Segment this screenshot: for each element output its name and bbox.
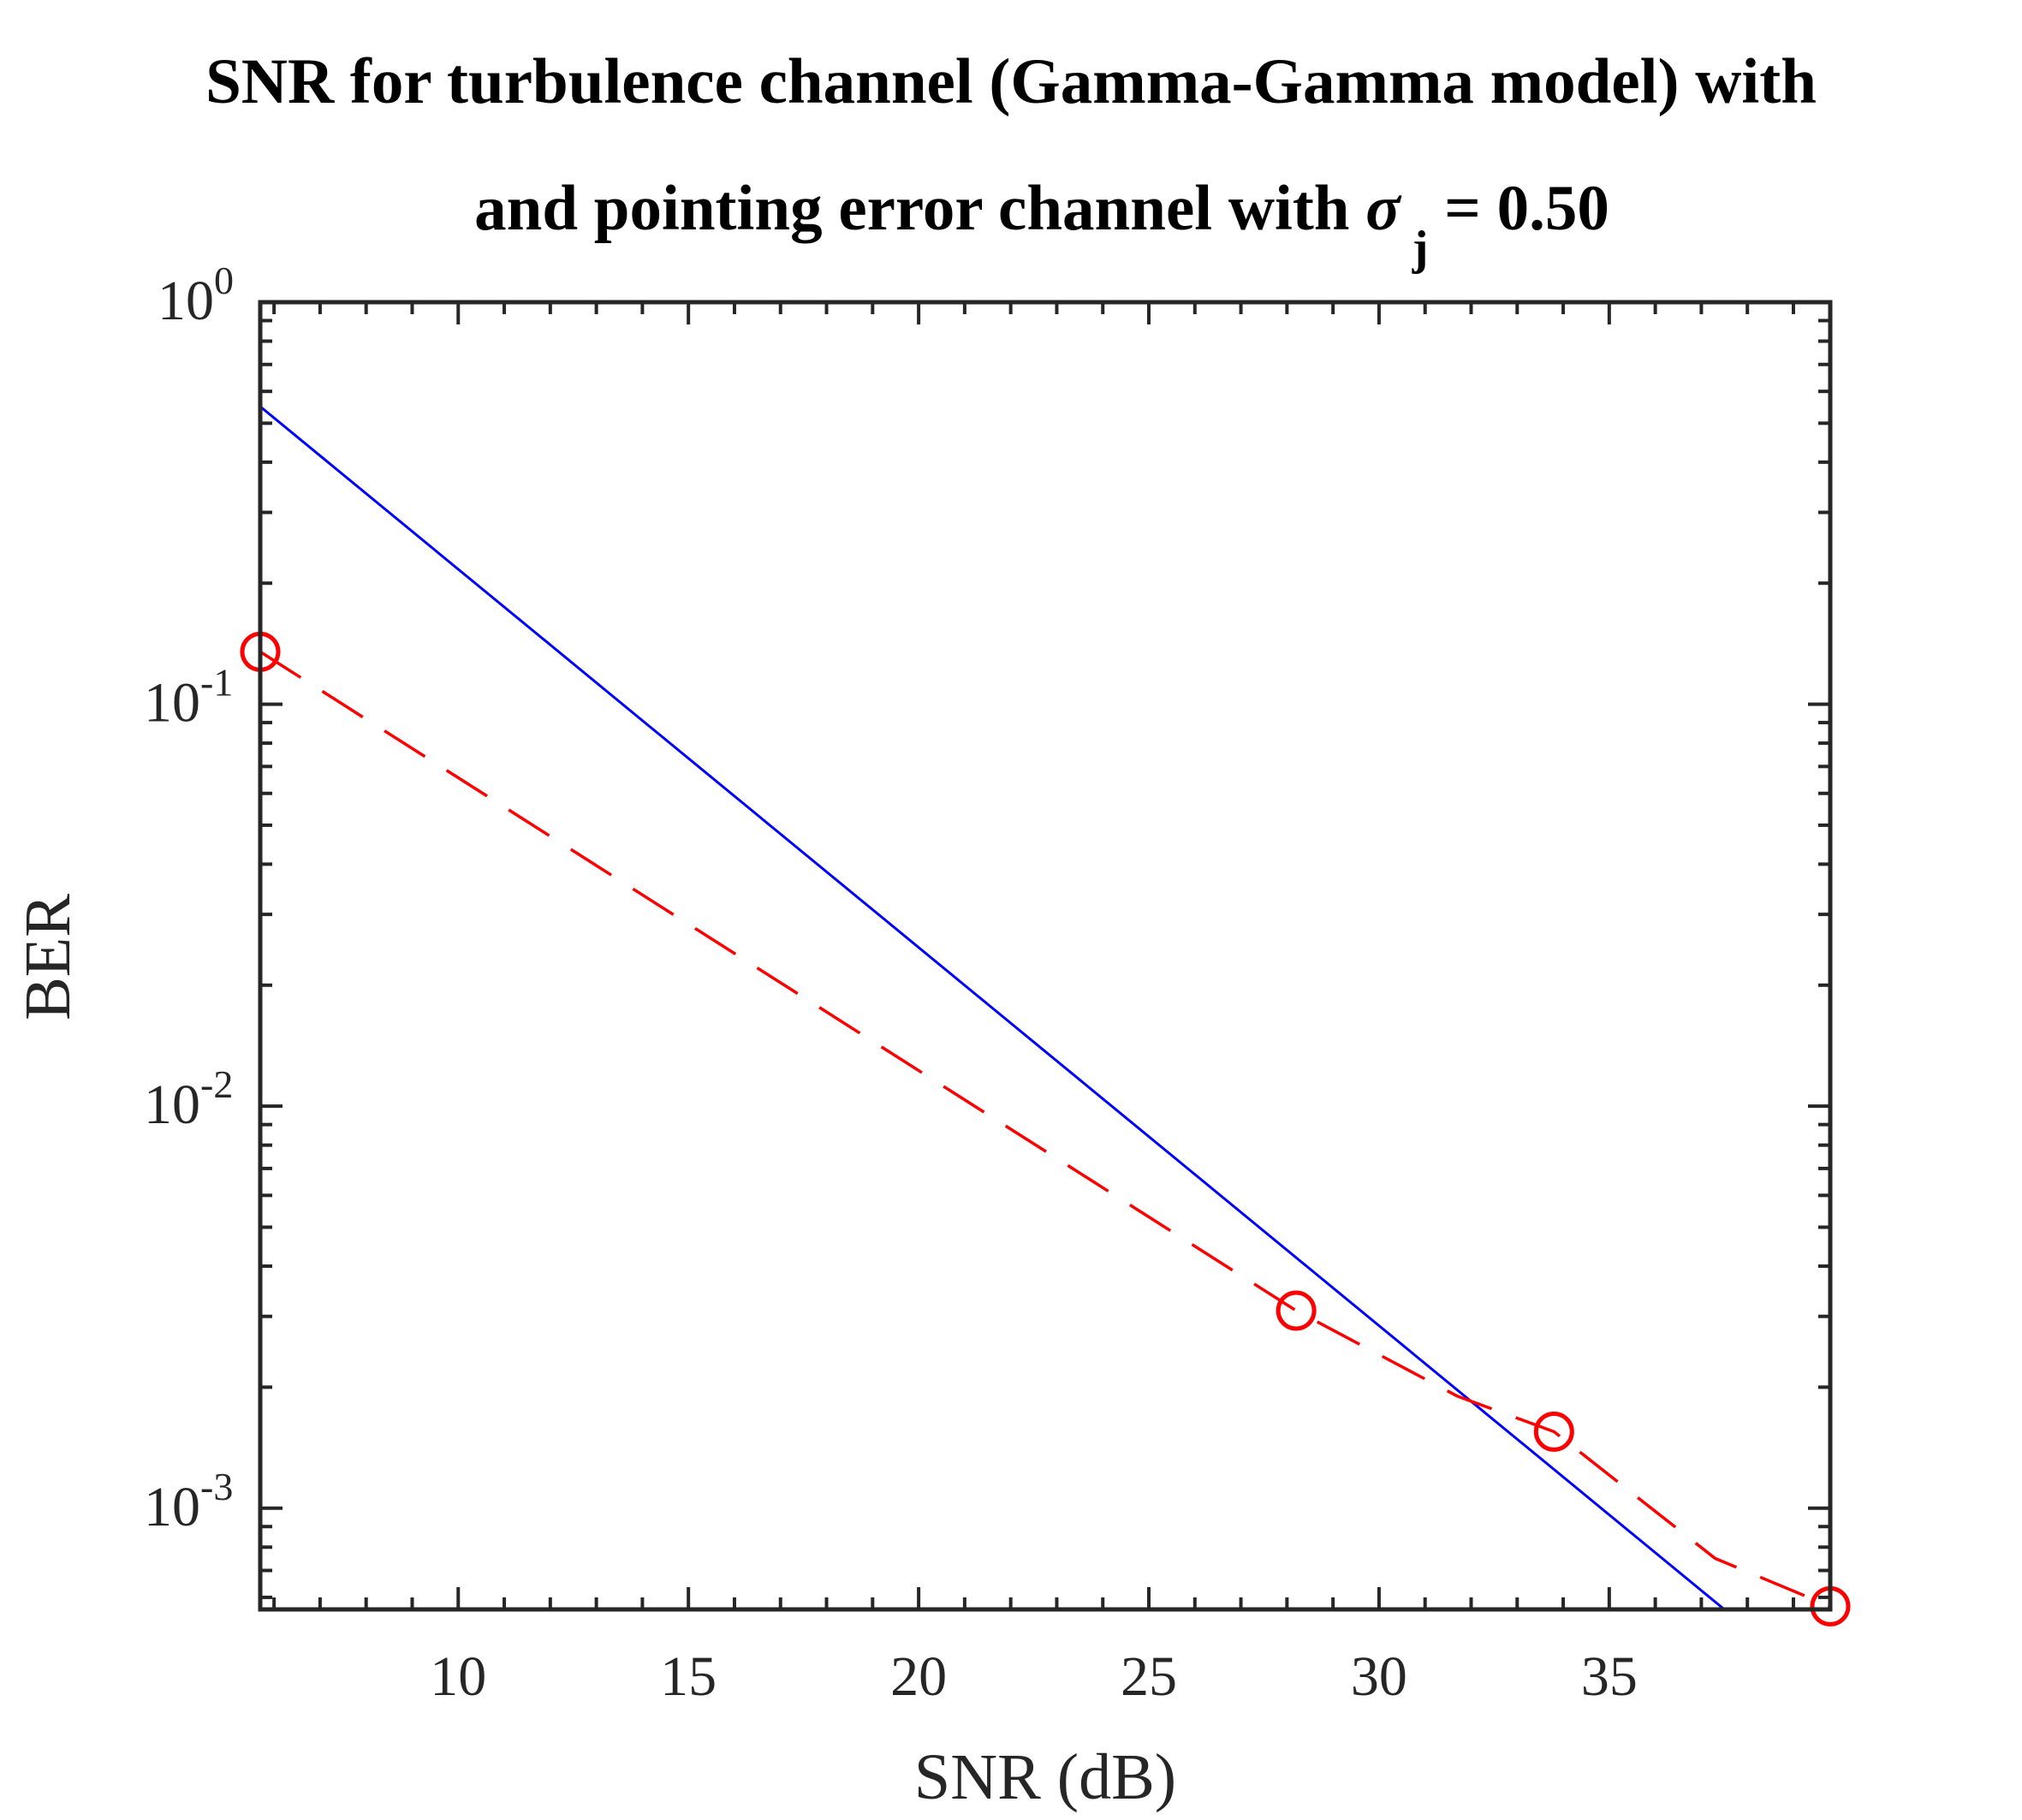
chart-title-sigma-subscript: j bbox=[1412, 222, 1429, 275]
chart-title-line-2: and pointing error channel with σj = 0.5… bbox=[474, 173, 1609, 275]
plot-area-frame bbox=[258, 300, 1833, 1612]
chart-title-sigma: σ bbox=[1365, 173, 1402, 244]
y-tick-label-base: 10 bbox=[158, 270, 214, 332]
plot-series bbox=[260, 405, 1830, 1609]
y-tick-label-exponent: -1 bbox=[200, 661, 233, 705]
tick-marks bbox=[260, 300, 1830, 1609]
plot-markers bbox=[240, 631, 1851, 1627]
y-tick-label: 10-1 bbox=[144, 661, 233, 735]
data-point-marker bbox=[1276, 1290, 1317, 1331]
y-tick-label: 10-3 bbox=[144, 1465, 233, 1538]
x-tick-label: 15 bbox=[660, 1645, 717, 1708]
x-tick-label: 10 bbox=[430, 1645, 486, 1708]
x-tick-label: 20 bbox=[890, 1645, 947, 1708]
y-tick-label-base: 10 bbox=[144, 1074, 200, 1136]
chart-title-line-1: SNR for turbulence channel (Gamma-Gamma … bbox=[205, 46, 1817, 117]
x-axis-label: SNR (dB) bbox=[914, 1741, 1176, 1813]
chart-title-line-2-prefix: and pointing error channel with bbox=[474, 173, 1365, 244]
y-tick-label: 10-2 bbox=[144, 1062, 233, 1136]
y-tick-label-exponent: 0 bbox=[214, 259, 234, 302]
x-tick-label: 25 bbox=[1121, 1645, 1177, 1708]
y-tick-label-exponent: -3 bbox=[200, 1465, 233, 1508]
series-line-blue-solid bbox=[260, 405, 1726, 1609]
x-tick-label: 35 bbox=[1581, 1645, 1638, 1708]
y-tick-label-exponent: -2 bbox=[200, 1062, 233, 1106]
data-point-marker bbox=[1533, 1411, 1574, 1452]
y-tick-label: 100 bbox=[158, 259, 234, 332]
y-axis-label: BER bbox=[12, 894, 84, 1020]
chart-title-line-2-suffix: = 0.50 bbox=[1428, 173, 1609, 244]
series-line-red-dashed bbox=[260, 650, 1830, 1609]
y-tick-label-base: 10 bbox=[144, 1476, 200, 1538]
x-tick-label: 30 bbox=[1351, 1645, 1407, 1708]
y-tick-label-base: 10 bbox=[144, 672, 200, 735]
